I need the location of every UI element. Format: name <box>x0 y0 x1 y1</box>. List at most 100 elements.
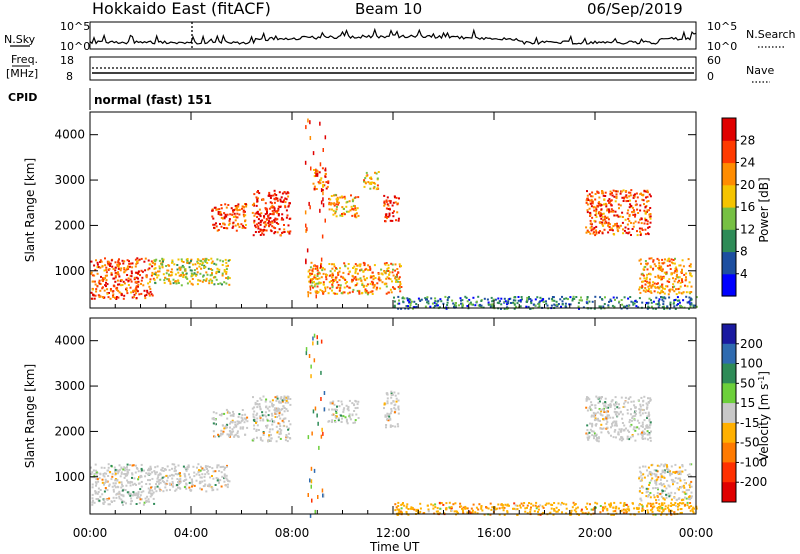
scatter-cell <box>370 183 373 185</box>
scatter-cell <box>597 440 600 443</box>
scatter-cell <box>672 286 674 289</box>
scatter-cell <box>647 487 650 490</box>
scatter-cell <box>309 266 312 269</box>
scatter-cell <box>214 418 217 421</box>
noise-right-tick-bottom: 10^0 <box>707 40 737 53</box>
scatter-cell <box>587 438 590 441</box>
scatter-cell <box>397 271 400 274</box>
scatter-cell <box>118 464 121 467</box>
colorbar-swatch <box>722 207 736 230</box>
scatter-cell <box>188 266 191 269</box>
scatter-cell <box>624 195 627 198</box>
scatter-cell <box>659 492 662 495</box>
scatter-cell <box>135 280 138 283</box>
scatter-cell <box>634 413 637 415</box>
scatter-cell <box>588 435 591 438</box>
scatter-cell <box>328 408 330 411</box>
scatter-cell <box>133 494 136 497</box>
scatter-cell <box>283 407 286 409</box>
scatter-cell <box>164 483 167 486</box>
scatter-cell <box>289 230 292 233</box>
scatter-cell <box>136 257 139 260</box>
scatter-cell <box>588 407 591 409</box>
scatter-cell <box>110 273 113 276</box>
scatter-cell <box>670 502 673 505</box>
scatter-cell <box>646 189 649 192</box>
scatter-cell <box>270 230 273 233</box>
scatter-cell <box>319 182 322 185</box>
scatter-cell <box>322 191 324 196</box>
scatter-cell <box>556 305 559 307</box>
scatter-cell <box>347 409 350 412</box>
scatter-cell <box>120 472 123 475</box>
scatter-cell <box>270 206 273 209</box>
scatter-cell <box>255 402 258 405</box>
scatter-cell <box>646 263 648 266</box>
scatter-cell <box>309 513 312 518</box>
scatter-cell <box>392 400 395 403</box>
scatter-cell <box>645 495 648 498</box>
scatter-cell <box>395 275 398 278</box>
scatter-cell <box>643 433 645 435</box>
colorbar-tick-label: 200 <box>740 337 763 351</box>
scatter-cell <box>225 271 228 273</box>
scatter-cell <box>331 419 334 422</box>
scatter-cell <box>168 469 171 472</box>
scatter-cell <box>394 408 397 411</box>
scatter-cell <box>599 419 601 422</box>
scatter-cell <box>241 224 244 227</box>
scatter-cell <box>334 292 337 295</box>
scatter-cell <box>340 420 343 423</box>
scatter-cell <box>225 261 228 264</box>
scatter-cell <box>103 490 106 493</box>
scatter-cell <box>142 284 145 287</box>
scatter-cell <box>177 481 179 483</box>
scatter-cell <box>595 418 598 421</box>
scatter-cell <box>151 471 154 474</box>
scatter-cell <box>415 510 418 512</box>
scatter-cell <box>188 473 190 476</box>
scatter-cell <box>183 472 186 475</box>
scatter-cell <box>590 508 593 511</box>
scatter-cell <box>216 488 219 491</box>
scatter-cell <box>358 292 361 295</box>
scatter-cell <box>93 264 96 267</box>
scatter-cell <box>606 208 609 211</box>
scatter-cell <box>655 475 658 478</box>
scatter-cell <box>161 257 164 260</box>
scatter-cell <box>304 160 307 165</box>
scatter-cell <box>652 513 655 516</box>
scatter-cell <box>308 269 311 272</box>
scatter-cell <box>624 396 627 399</box>
scatter-cell <box>187 464 190 467</box>
scatter-cell <box>644 287 647 289</box>
scatter-cell <box>102 474 105 477</box>
scatter-cell <box>580 509 583 512</box>
scatter-cell <box>103 482 106 484</box>
scatter-cell <box>212 217 215 220</box>
scatter-cell <box>644 233 647 236</box>
scatter-cell <box>628 220 631 223</box>
colorbar-swatch <box>722 422 736 444</box>
scatter-cell <box>179 479 182 482</box>
scatter-cell <box>336 409 338 412</box>
scatter-cell <box>659 292 661 295</box>
scatter-cell <box>559 503 562 506</box>
scatter-cell <box>645 424 648 427</box>
scatter-cell <box>413 508 416 511</box>
scatter-cell <box>154 267 157 270</box>
scatter-cell <box>690 505 693 508</box>
scatter-cell <box>317 282 320 285</box>
scatter-cell <box>285 399 288 402</box>
scatter-cell <box>661 469 664 472</box>
scatter-cell <box>335 415 338 418</box>
scatter-cell <box>181 264 184 267</box>
scatter-cell <box>325 187 328 190</box>
scatter-cell <box>158 270 161 273</box>
scatter-cell <box>117 486 120 489</box>
scatter-cell <box>649 502 652 505</box>
scatter-cell <box>334 419 336 422</box>
scatter-cell <box>288 232 291 235</box>
scatter-cell <box>679 486 682 489</box>
scatter-cell <box>378 279 381 282</box>
